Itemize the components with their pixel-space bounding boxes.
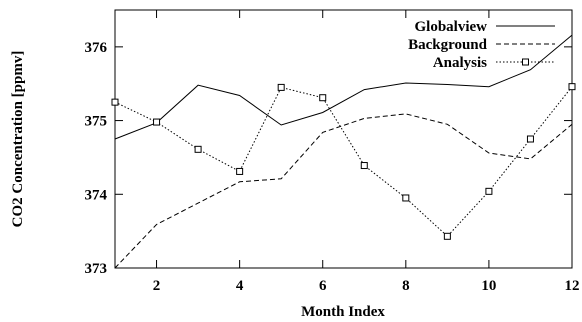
- legend-label-background: Background: [408, 37, 488, 53]
- legend: Globalview Background Analysis: [408, 19, 555, 71]
- data-point-analysis: [194, 145, 202, 153]
- data-point-analysis: [402, 194, 410, 202]
- data-point-analysis: [153, 118, 161, 126]
- y-axis-ticks: 373 374 375 376: [85, 40, 572, 277]
- x-tick-label: 8: [402, 278, 410, 294]
- data-point-analysis: [319, 94, 327, 102]
- x-tick-label: 2: [153, 278, 161, 294]
- data-point-analysis: [443, 232, 451, 240]
- legend-label-globalview: Globalview: [414, 19, 487, 35]
- data-point-analysis: [568, 83, 576, 91]
- x-tick-label: 12: [565, 278, 580, 294]
- y-tick-label: 375: [85, 114, 108, 130]
- series-line-background: [114, 113, 573, 269]
- legend-label-analysis: Analysis: [433, 55, 487, 71]
- x-tick-label: 4: [236, 278, 244, 294]
- x-tick-label: 6: [319, 278, 327, 294]
- y-tick-label: 376: [85, 40, 108, 56]
- y-tick-label: 374: [85, 187, 108, 203]
- data-point-analysis: [360, 162, 368, 170]
- x-axis-title: Month Index: [301, 304, 385, 320]
- series-layer: [111, 34, 576, 269]
- series-line-globalview: [114, 34, 573, 140]
- y-axis-title: CO2 Concentration [ppmv]: [10, 51, 26, 228]
- legend-marker-analysis: [522, 58, 529, 66]
- plot-area-frame: [114, 9, 573, 269]
- x-axis-ticks: 2 4 6 8 10 12: [153, 10, 580, 294]
- data-point-analysis: [526, 135, 534, 143]
- x-tick-label: 10: [481, 278, 496, 294]
- data-point-analysis: [236, 167, 244, 175]
- data-point-analysis: [485, 187, 493, 195]
- data-point-analysis: [111, 98, 119, 106]
- y-tick-label: 373: [85, 261, 108, 277]
- series-line-analysis: [114, 86, 573, 238]
- data-point-analysis: [277, 83, 285, 91]
